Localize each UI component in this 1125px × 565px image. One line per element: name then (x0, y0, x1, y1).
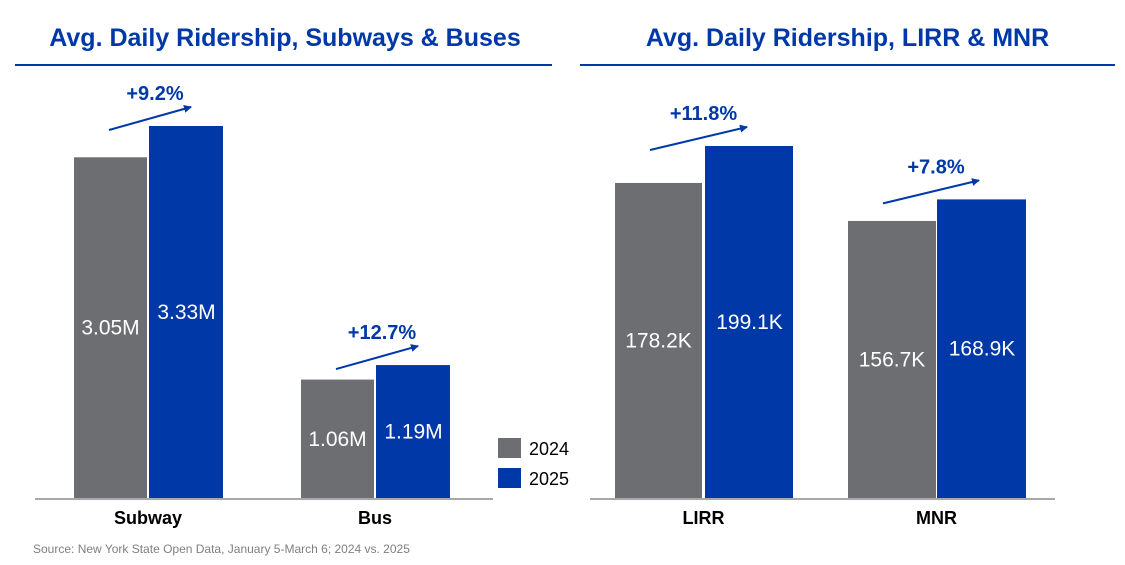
bar-2024-lirr (615, 182, 702, 499)
value-label-2024-bus: 1.06M (308, 428, 366, 451)
value-label-2024-subway: 3.05M (81, 317, 139, 340)
bar-2024-subway (74, 157, 147, 498)
growth-arrow-icon-mnr (882, 178, 980, 205)
value-label-2025-subway: 3.33M (157, 301, 215, 324)
bar-2025-lirr (705, 146, 793, 498)
growth-label-bus: +12.7% (348, 322, 417, 344)
growth-label-lirr: +11.8% (670, 103, 738, 125)
right-chart-title: Avg. Daily Ridership, LIRR & MNR (645, 24, 1050, 52)
left-chart-title: Avg. Daily Ridership, Subways & Buses (49, 24, 521, 52)
bar-2025-mnr (937, 199, 1026, 498)
value-label-2025-mnr: 168.9K (949, 338, 1016, 361)
growth-arrow-icon-subway (108, 105, 192, 131)
bar-2025-bus (376, 365, 450, 498)
legend-swatch-2025 (498, 468, 521, 488)
bar-2024-mnr (848, 220, 936, 499)
growth-label-subway: +9.2% (126, 83, 183, 105)
growth-arrow-icon-lirr (649, 124, 748, 151)
value-label-2024-mnr: 156.7K (859, 348, 926, 371)
category-label-bus: Bus (358, 508, 392, 528)
category-label-lirr: LIRR (683, 508, 725, 528)
growth-label-mnr: +7.8% (907, 156, 964, 178)
bar-2025-subway (149, 126, 223, 498)
bar-2024-bus (301, 379, 374, 498)
value-label-2024-lirr: 178.2K (625, 329, 692, 352)
right-title-rule (580, 64, 1115, 66)
value-label-2025-bus: 1.19M (384, 421, 442, 444)
left-title-rule (15, 64, 552, 66)
value-label-2025-lirr: 199.1K (716, 311, 783, 334)
category-label-mnr: MNR (916, 508, 957, 528)
category-label-subway: Subway (114, 508, 182, 528)
legend-label-2025: 2025 (529, 469, 569, 489)
legend-swatch-2024 (498, 438, 521, 458)
source-note: Source: New York State Open Data, Januar… (33, 542, 410, 556)
legend-label-2024: 2024 (529, 439, 569, 459)
growth-arrow-icon-bus (335, 344, 419, 371)
